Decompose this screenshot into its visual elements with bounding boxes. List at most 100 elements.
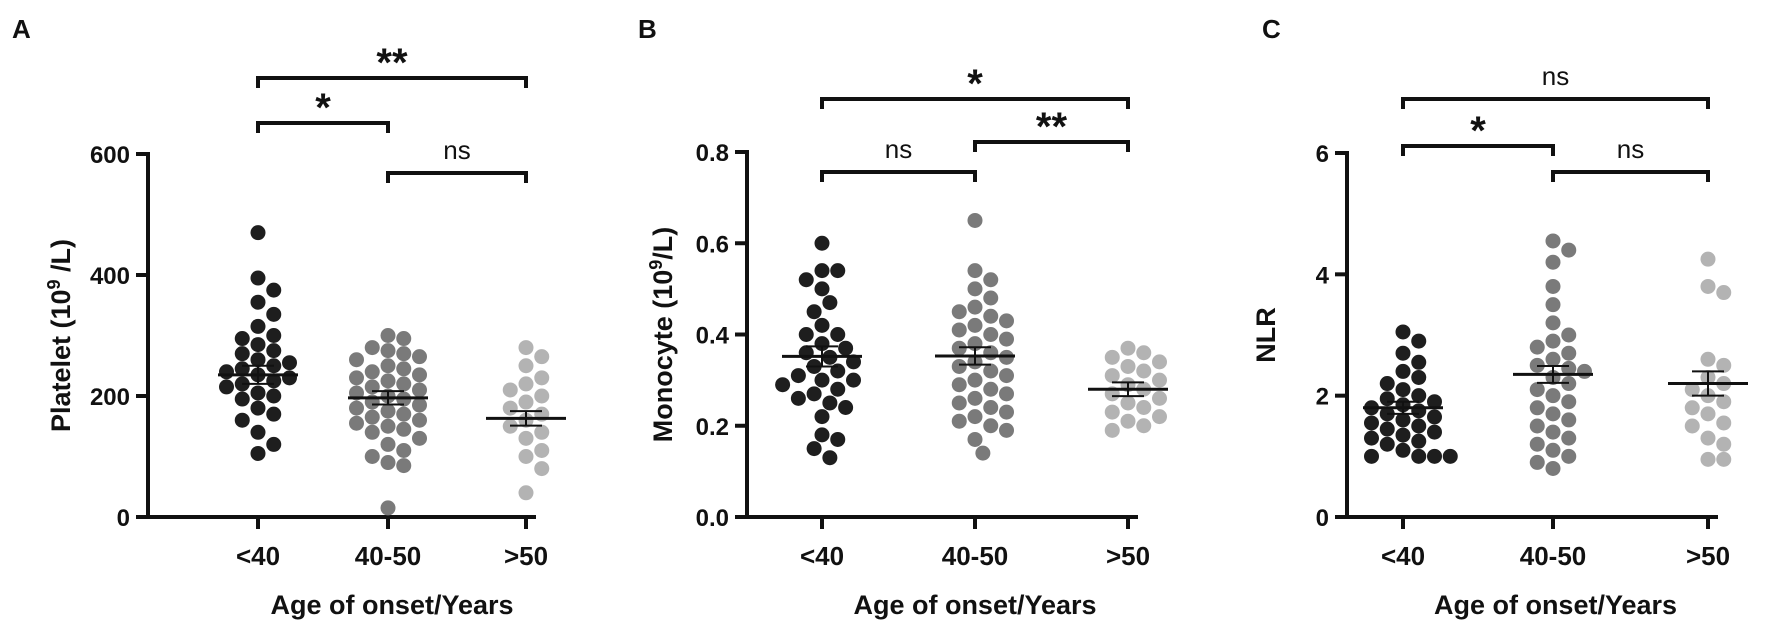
data-point — [1545, 424, 1561, 440]
data-point — [975, 445, 991, 461]
data-point — [814, 263, 830, 279]
data-point — [412, 349, 427, 365]
data-point — [1716, 394, 1732, 410]
data-point — [983, 400, 999, 415]
bracket-line — [386, 171, 528, 183]
panel-c: C 0 2 4 6 <40 40-50 >50 Age of onset/Years NLR ns *… — [1251, 14, 1748, 620]
data-point — [951, 304, 967, 320]
data-point — [1411, 448, 1427, 464]
data-point — [1427, 448, 1442, 464]
data-point — [1545, 460, 1561, 476]
data-point — [364, 409, 380, 425]
significance-label: ** — [1036, 105, 1068, 149]
data-point — [790, 368, 806, 384]
y-tick-label: 0.8 — [696, 140, 729, 167]
x-tick-label: >50 — [504, 541, 548, 571]
x-tick-label: >50 — [1686, 541, 1730, 571]
data-point — [846, 372, 861, 388]
data-point — [412, 412, 427, 428]
data-point — [534, 388, 550, 404]
panel-a: A 0 200 400 600 <40 40-50 >50 Age of onset/Years… — [12, 14, 566, 620]
data-point — [518, 340, 534, 356]
data-point — [349, 370, 364, 386]
data-point — [1411, 388, 1427, 404]
data-point — [266, 306, 282, 322]
data-point — [999, 422, 1014, 438]
data-point — [1120, 358, 1136, 374]
data-point — [1684, 400, 1700, 416]
data-point — [1104, 368, 1120, 384]
data-point — [1545, 254, 1561, 270]
significance-label: ns — [443, 135, 470, 165]
data-point — [1427, 394, 1442, 410]
data-point — [380, 455, 396, 471]
y-axis-label-main: Monocyte (10 — [648, 270, 678, 443]
bracket-line — [256, 121, 390, 133]
data-point — [798, 345, 814, 361]
data-point — [380, 358, 396, 374]
data-point — [1561, 412, 1577, 428]
x-tick-label: <40 — [1381, 541, 1425, 571]
series-2 — [1668, 251, 1748, 467]
data-point — [814, 427, 830, 443]
data-point — [250, 424, 266, 440]
data-point — [1411, 354, 1427, 370]
data-point — [1379, 436, 1395, 452]
data-point — [822, 450, 838, 466]
x-axis-label: Age of onset/Years — [853, 590, 1096, 620]
data-point — [1577, 363, 1592, 379]
data-point — [1561, 360, 1577, 376]
data-point — [349, 415, 364, 431]
significance-label: * — [315, 86, 331, 130]
data-point — [1561, 430, 1577, 446]
data-point — [798, 272, 814, 288]
data-point — [775, 377, 791, 393]
data-point — [967, 212, 983, 228]
data-point — [1395, 442, 1411, 458]
y-tick-label: 400 — [90, 263, 130, 290]
significance-label: ns — [1542, 61, 1569, 91]
data-point — [1152, 409, 1167, 425]
data-point — [380, 403, 396, 419]
data-point — [1545, 333, 1561, 349]
series-0 — [1363, 324, 1458, 464]
data-point — [250, 385, 266, 401]
y-tick-label: 0 — [1316, 505, 1329, 532]
y-axis-label-main: Platelet (10 — [46, 289, 76, 432]
data-point — [1529, 400, 1545, 416]
data-point — [250, 225, 266, 241]
data-point — [1136, 418, 1152, 434]
data-point — [364, 340, 380, 356]
data-point — [1529, 454, 1545, 470]
data-point — [1427, 424, 1442, 440]
x-tick-label: <40 — [800, 541, 844, 571]
data-point — [1104, 422, 1120, 438]
data-point — [380, 418, 396, 434]
panel-b: B 0.0 0.2 0.4 0.6 0.8 <40 40-50 >50 Age of onset/… — [638, 14, 1168, 620]
data-point — [999, 404, 1014, 420]
data-point — [1395, 363, 1411, 379]
data-point — [1700, 351, 1716, 367]
significance-bracket: ns — [1401, 61, 1710, 109]
data-point — [814, 281, 830, 297]
data-point — [502, 382, 518, 398]
x-tick-label: 40-50 — [1520, 541, 1587, 571]
data-point — [814, 372, 830, 388]
data-point — [1545, 315, 1561, 331]
series-1 — [935, 212, 1015, 461]
data-point — [349, 352, 364, 368]
data-point — [364, 424, 380, 440]
data-point — [1411, 403, 1427, 419]
series-0 — [218, 225, 298, 461]
data-point — [396, 361, 412, 377]
y-axis-label-tail: /L) — [46, 239, 76, 280]
data-point — [412, 397, 427, 413]
data-point — [967, 431, 983, 447]
data-point — [250, 270, 266, 286]
data-point — [250, 400, 266, 416]
data-point — [349, 400, 364, 416]
data-point — [364, 364, 380, 380]
data-point — [1427, 409, 1442, 425]
data-point — [1561, 242, 1577, 258]
data-point — [1545, 406, 1561, 422]
